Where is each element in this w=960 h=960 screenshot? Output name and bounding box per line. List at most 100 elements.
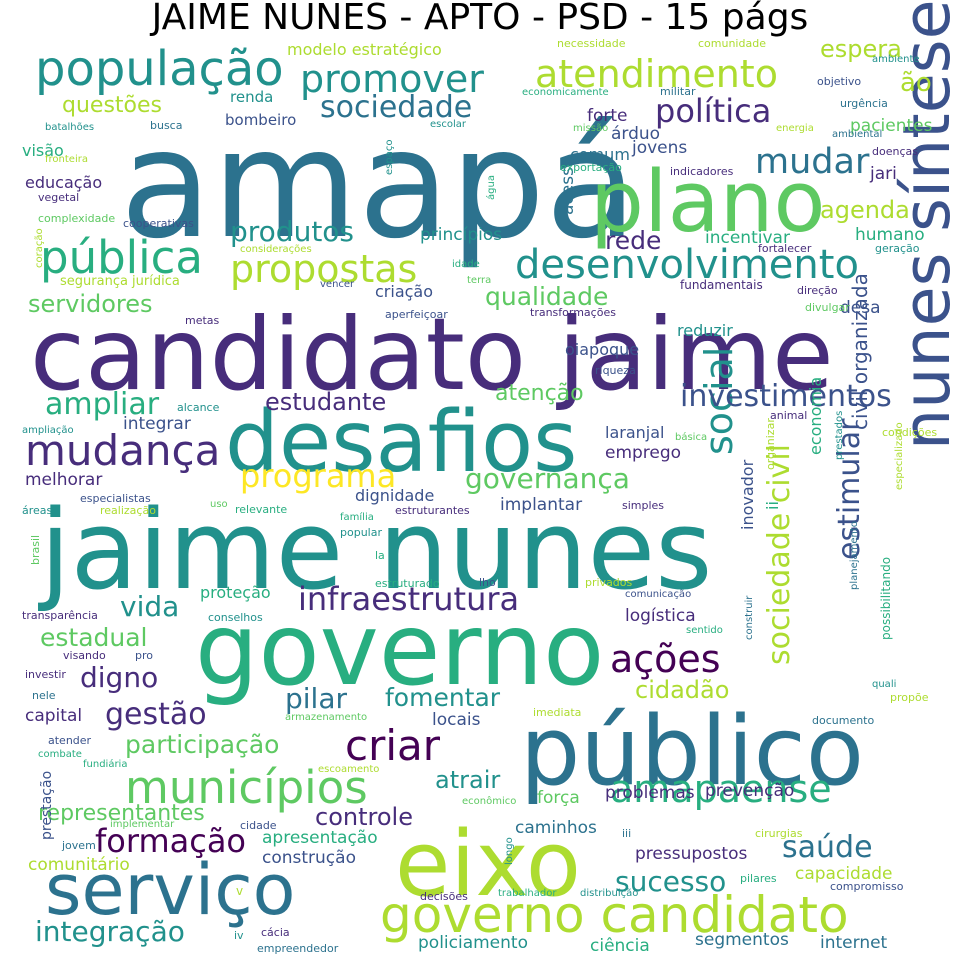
word-fundiária: fundiária bbox=[83, 759, 128, 770]
word-ampliação: ampliação bbox=[22, 425, 74, 436]
word-proteção: proteção bbox=[200, 583, 271, 602]
word-melhorar: melhorar bbox=[25, 470, 103, 490]
word-criar: criar bbox=[345, 721, 441, 770]
word-exportação: exportação bbox=[560, 161, 622, 174]
word-desenvolvimento: desenvolvimento bbox=[515, 242, 859, 288]
word-conselhos: conselhos bbox=[208, 611, 263, 624]
word-sentido: sentido bbox=[686, 625, 723, 636]
word-plano: plano bbox=[590, 153, 826, 252]
word-relevante: relevante bbox=[235, 503, 288, 516]
word-saúde: saúde bbox=[782, 830, 873, 865]
word-sucesso: sucesso bbox=[615, 865, 727, 898]
word-inovador: inovador bbox=[738, 459, 757, 530]
word-terra: terra bbox=[467, 275, 492, 286]
word-considerações: considerações bbox=[240, 244, 312, 255]
word-espera: espera bbox=[820, 35, 902, 63]
word-estruturado: estruturado bbox=[375, 577, 440, 590]
word-simples: simples bbox=[622, 499, 665, 512]
word-realização: realização bbox=[100, 504, 156, 517]
word-cácia: cácia bbox=[261, 926, 290, 939]
word-coração: coração bbox=[34, 228, 45, 268]
word-eixo: eixo bbox=[395, 812, 581, 917]
word-humano: humano bbox=[855, 225, 925, 245]
word-cooperativas: cooperativas bbox=[123, 217, 194, 230]
word-servidores: servidores bbox=[28, 290, 153, 318]
word-construção: construção bbox=[262, 848, 356, 868]
word-capacidade: capacidade bbox=[795, 864, 893, 884]
word-lho: lho bbox=[479, 576, 496, 589]
word-princípios: princípios bbox=[420, 225, 503, 245]
word-complexidade: complexidade bbox=[38, 212, 116, 225]
word-cirurgias: cirurgias bbox=[755, 827, 803, 840]
word-candidato-jaime: candidato jaime bbox=[30, 296, 834, 413]
word-missão: missão bbox=[573, 123, 609, 134]
word-privados: privados bbox=[585, 576, 633, 589]
word-propostas: propostas bbox=[230, 247, 418, 291]
word-metas: metas bbox=[185, 314, 220, 327]
word-fomentar: fomentar bbox=[385, 683, 501, 712]
word-amapaense: amapaense bbox=[610, 767, 832, 811]
word-ações: ações bbox=[610, 637, 721, 681]
word-construir: construir bbox=[744, 595, 755, 640]
word-gestão: gestão bbox=[105, 697, 207, 732]
word-pressupostos: pressupostos bbox=[635, 844, 748, 864]
word-propõe: propõe bbox=[890, 691, 929, 704]
word-brasil: brasil bbox=[29, 534, 42, 565]
word-jari: jari bbox=[870, 164, 897, 184]
word-comum: comum bbox=[570, 145, 630, 164]
word-mudança: mudança bbox=[25, 426, 221, 475]
word-educação: educação bbox=[25, 173, 103, 192]
word-pública: pública bbox=[40, 231, 203, 284]
word-comunicação: comunicação bbox=[625, 589, 692, 600]
word-imediata: imediata bbox=[533, 706, 582, 719]
word-trabalhador: trabalhador bbox=[498, 888, 557, 899]
word-pilares: pilares bbox=[740, 872, 777, 885]
word-iv: iv bbox=[234, 929, 244, 942]
word-jovem: jovem bbox=[62, 839, 96, 852]
word-ii: ii bbox=[763, 501, 782, 510]
word-civil-organizada: civil organizada bbox=[848, 273, 872, 430]
word-prestação: prestação bbox=[39, 770, 55, 840]
word-longo: longo bbox=[504, 837, 515, 865]
word-rede: rede bbox=[605, 226, 662, 255]
word-possibilitando: possibilitando bbox=[879, 556, 893, 640]
word-capital: capital bbox=[25, 706, 83, 726]
word-internet: internet bbox=[820, 933, 888, 953]
word-água: água bbox=[486, 175, 497, 200]
word-alcance: alcance bbox=[177, 401, 220, 414]
word-política: política bbox=[655, 92, 772, 130]
word-jaime-nunes: jaime nunes bbox=[40, 486, 713, 614]
word-escoamento: escoamento bbox=[318, 764, 380, 775]
word-condições: condições bbox=[882, 426, 938, 439]
word-nele: nele bbox=[32, 689, 56, 702]
word-problemas: problemas bbox=[605, 783, 695, 803]
word-laranjal: laranjal bbox=[605, 423, 665, 442]
word-doenças: doenças bbox=[872, 145, 918, 158]
word-energia: energia bbox=[776, 123, 814, 134]
word-governança: governança bbox=[465, 462, 630, 495]
word-formação: formação bbox=[95, 822, 246, 860]
word-desafios: desafios bbox=[225, 393, 578, 492]
word-ão: ão bbox=[900, 68, 932, 98]
word-vegetal: vegetal bbox=[38, 191, 80, 204]
word-busca: busca bbox=[150, 119, 183, 132]
word-árduo: árduo bbox=[611, 124, 661, 144]
word-infraestrutura: infraestrutura bbox=[298, 580, 520, 618]
word-espaço: espaço bbox=[384, 139, 395, 175]
word-governo: governo bbox=[195, 591, 605, 708]
word-investimentos: investimentos bbox=[680, 379, 892, 414]
word-fundamentais: fundamentais bbox=[680, 278, 763, 292]
word-pro: pro bbox=[135, 649, 153, 662]
word-participação: participação bbox=[125, 730, 280, 759]
word-escolar: escolar bbox=[430, 119, 466, 130]
word-oiapoque: oiapoque bbox=[565, 340, 640, 359]
word-força: força bbox=[537, 788, 580, 808]
word-família: família bbox=[340, 512, 374, 523]
word-transparência: transparência bbox=[22, 609, 98, 622]
word-geração: geração bbox=[875, 242, 920, 255]
word-municípios: municípios bbox=[125, 761, 368, 814]
word-digno: digno bbox=[80, 661, 159, 694]
word-atendimento: atendimento bbox=[535, 52, 778, 96]
word-agenda: agenda bbox=[820, 196, 910, 224]
